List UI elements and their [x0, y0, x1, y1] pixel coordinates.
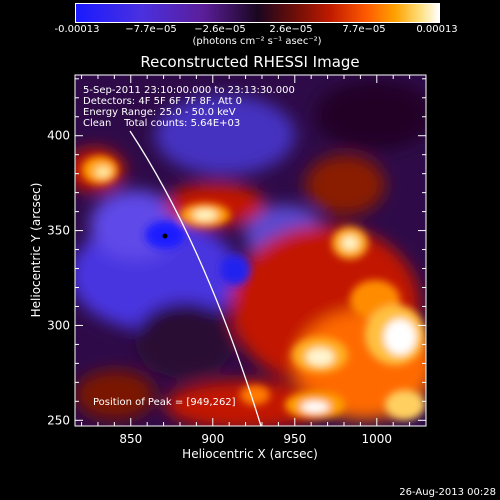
- colorbar-tick-label: −7.7e−05: [125, 24, 177, 35]
- colorbar-tick-label: 7.7e−05: [342, 24, 386, 35]
- heatmap-plot: 5-Sep-2011 23:10:00.000 to 23:13:30.000 D…: [75, 75, 426, 426]
- annotation-detectors: Detectors: 4F 5F 6F 7F 8F, Att 0: [83, 96, 243, 107]
- x-tick-label: 900: [201, 432, 224, 446]
- x-axis-label: Heliocentric X (arcsec): [182, 447, 318, 461]
- x-tick-label: 950: [283, 432, 306, 446]
- colorbar-tick-label: -0.00013: [54, 24, 100, 35]
- y-tick-label: 400: [47, 129, 70, 143]
- y-tick-label: 300: [47, 318, 70, 332]
- colorbar-tick-label: 0.00013: [416, 24, 458, 35]
- annotation-counts: Clean Total counts: 5.64E+03: [83, 118, 241, 129]
- y-tick-label: 350: [47, 224, 70, 238]
- heatmap-hotspots: [82, 156, 425, 420]
- y-axis-label: Heliocentric Y (arcsec): [29, 183, 43, 318]
- solar-limb: [129, 130, 262, 426]
- annotation-time: 5-Sep-2011 23:10:00.000 to 23:13:30.000: [83, 85, 295, 96]
- colorbar: [75, 3, 440, 23]
- x-tick-label: 850: [119, 432, 142, 446]
- chart-title: Reconstructed RHESSI Image: [140, 53, 360, 71]
- plot-frame: [74, 74, 427, 427]
- colorbar-tick-label: −2.6e−05: [194, 24, 246, 35]
- obs-annotations: 5-Sep-2011 23:10:00.000 to 23:13:30.000 D…: [83, 85, 295, 129]
- annotation-energy: Energy Range: 25.0 - 50.0 keV: [83, 107, 236, 118]
- heatmap-image: [75, 75, 426, 426]
- peak-position-label: Position of Peak = [949,262]: [93, 397, 236, 408]
- colorbar-units: (photons cm⁻² s⁻¹ asec⁻²): [192, 36, 322, 47]
- x-tick-label: 1000: [362, 432, 393, 446]
- peak-dot: [162, 233, 168, 239]
- footer-date: 26-Aug-2013 00:28: [399, 487, 496, 498]
- axis-ticks: 850 900 950 1000 250 300 350 400: [47, 75, 427, 446]
- y-tick-label: 250: [47, 413, 70, 427]
- colorbar-tick-label: 2.6e−05: [269, 24, 313, 35]
